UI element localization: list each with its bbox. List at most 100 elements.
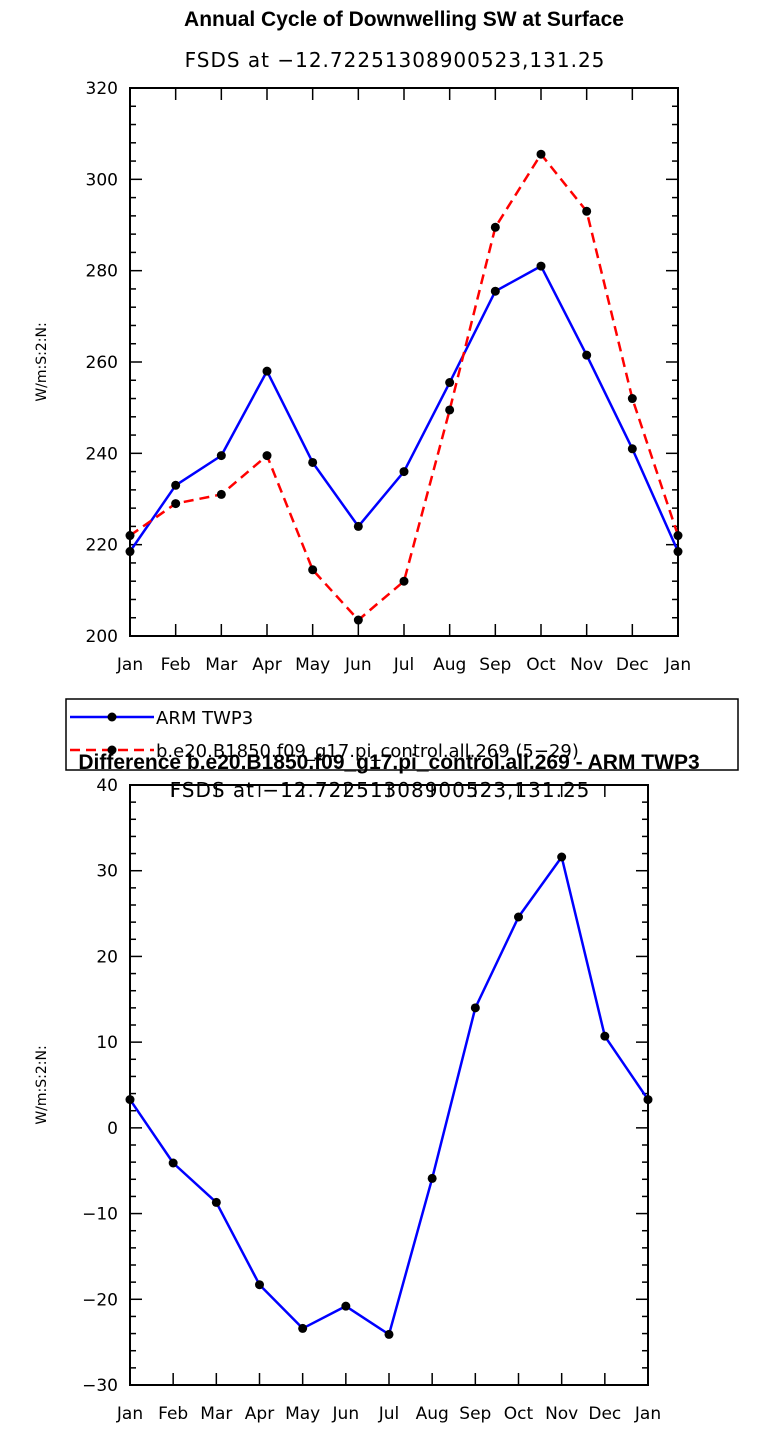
y-tick-label: 220 <box>86 536 118 556</box>
data-point <box>168 1158 178 1168</box>
data-point <box>216 451 226 461</box>
annual-cycle-chart: Annual Cycle of Downwelling SW at Surfac… <box>34 8 691 675</box>
x-tick-label: Mar <box>200 1404 232 1424</box>
x-tick-label: Feb <box>158 1404 188 1424</box>
data-point <box>557 852 567 862</box>
data-point <box>216 489 226 499</box>
y-tick-label: 280 <box>86 262 118 282</box>
x-tick-label: Jan <box>634 1404 661 1424</box>
data-point <box>384 1329 394 1339</box>
x-tick-label: Jun <box>344 655 372 675</box>
data-point <box>341 1301 351 1311</box>
x-tick-label: May <box>285 1404 320 1424</box>
y-tick-label: 0 <box>107 1119 118 1139</box>
x-tick-label: Jan <box>664 655 691 675</box>
legend: ARM TWP3 b.e20.B1850.f09_g17.pi_control.a… <box>65 698 739 771</box>
chart-subtitle: FSDS at −12.72251308900523,131.25 <box>185 48 606 72</box>
y-tick-label: 20 <box>96 947 118 967</box>
chart-subtitle: FSDS at −12.72251308900523,131.25 <box>170 778 591 802</box>
x-tick-label: Feb <box>161 655 191 675</box>
data-point <box>353 615 363 625</box>
y-tick-label: 200 <box>86 627 118 647</box>
y-tick-label: −20 <box>82 1290 118 1310</box>
data-point <box>298 1323 308 1333</box>
y-tick-label: 240 <box>86 444 118 464</box>
x-tick-label: Jan <box>116 655 143 675</box>
data-point <box>673 531 683 541</box>
y-tick-label: 260 <box>86 353 118 373</box>
data-point <box>399 576 409 586</box>
data-point <box>445 405 455 415</box>
x-tick-label: Nov <box>570 655 603 675</box>
data-point <box>627 444 637 454</box>
y-tick-label: −10 <box>82 1205 118 1225</box>
data-point <box>171 480 181 490</box>
chart-title: Annual Cycle of Downwelling SW at Surfac… <box>184 8 624 31</box>
chart-title: Difference b.e20.B1850.f09_g17.pi_contro… <box>78 751 699 774</box>
data-point <box>490 222 500 232</box>
data-point <box>353 521 363 531</box>
x-tick-label: Oct <box>504 1404 534 1424</box>
x-tick-label: Dec <box>588 1404 621 1424</box>
data-point <box>514 912 523 922</box>
series-line <box>128 264 680 553</box>
data-point <box>627 394 637 404</box>
data-point <box>427 1173 437 1183</box>
x-tick-label: Dec <box>616 655 649 675</box>
data-point <box>125 1095 135 1105</box>
data-point <box>643 1095 653 1105</box>
difference-chart: Difference b.e20.B1850.f09_g17.pi_contro… <box>34 751 700 1424</box>
data-point <box>536 261 546 271</box>
x-tick-label: Jul <box>378 1404 400 1424</box>
data-point <box>445 378 455 388</box>
data-point <box>536 149 546 159</box>
x-tick-label: Jan <box>116 1404 143 1424</box>
data-point <box>262 451 272 461</box>
data-point <box>582 206 592 216</box>
data-point <box>171 499 181 509</box>
x-tick-label: Oct <box>526 655 556 675</box>
data-point <box>255 1280 264 1290</box>
x-tick-label: Jul <box>393 655 415 675</box>
y-axis-label: W/m:S:2:N: <box>34 1045 50 1124</box>
series-line <box>129 152 680 622</box>
data-point <box>211 1197 221 1207</box>
x-tick-label: Apr <box>252 655 281 675</box>
data-point <box>125 547 135 557</box>
y-tick-label: 320 <box>86 79 118 99</box>
x-tick-label: Sep <box>459 1404 491 1424</box>
x-tick-label: Jun <box>332 1404 360 1424</box>
legend-box <box>65 698 739 771</box>
data-point <box>399 467 409 477</box>
x-tick-label: Apr <box>245 1404 274 1424</box>
x-tick-label: Mar <box>205 655 237 675</box>
x-tick-label: Aug <box>416 1404 449 1424</box>
y-tick-label: 10 <box>96 1033 118 1053</box>
legend-marker <box>107 712 117 722</box>
plot-frame <box>129 87 679 637</box>
legend-label: ARM TWP3 <box>156 708 253 729</box>
series-line <box>128 855 650 1336</box>
data-point <box>308 565 318 575</box>
data-point <box>600 1031 610 1041</box>
y-tick-label: −30 <box>82 1376 118 1396</box>
x-tick-label: Aug <box>433 655 466 675</box>
data-point <box>262 366 272 376</box>
legend-label: b.e20.B1850.f09_g17.pi_control.all.269 (… <box>156 741 579 762</box>
plot-frame <box>129 784 649 1386</box>
y-tick-label: 300 <box>86 170 118 190</box>
data-point <box>308 457 318 467</box>
y-tick-label: 40 <box>96 776 118 796</box>
data-point <box>673 547 683 557</box>
x-tick-label: Sep <box>479 655 511 675</box>
y-tick-label: 30 <box>96 862 118 882</box>
x-tick-label: May <box>295 655 330 675</box>
data-point <box>490 286 500 296</box>
data-point <box>125 531 135 541</box>
legend-marker <box>107 745 117 755</box>
data-point <box>470 1003 480 1013</box>
y-axis-label: W/m:S:2:N: <box>34 322 50 401</box>
data-point <box>582 350 592 360</box>
x-tick-label: Nov <box>545 1404 578 1424</box>
